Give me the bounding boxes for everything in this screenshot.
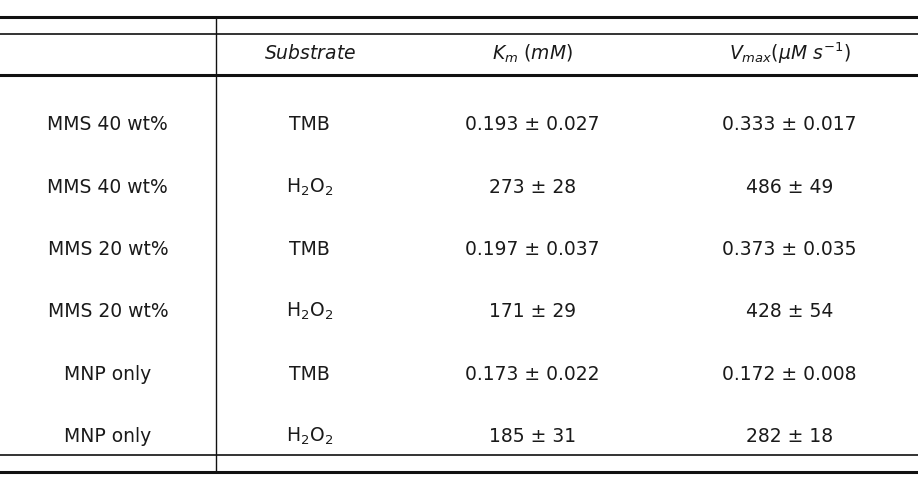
Text: MMS 40 wt%: MMS 40 wt%: [48, 178, 168, 197]
Text: 0.197 ± 0.037: 0.197 ± 0.037: [465, 240, 599, 260]
Text: MMS 40 wt%: MMS 40 wt%: [48, 114, 168, 134]
Text: MMS 20 wt%: MMS 20 wt%: [48, 302, 168, 321]
Text: $\mathit{V}_{max}\mathit{(\mu M\ s^{-1})}$: $\mathit{V}_{max}\mathit{(\mu M\ s^{-1})…: [729, 41, 850, 66]
Text: 0.193 ± 0.027: 0.193 ± 0.027: [465, 114, 599, 134]
Text: 171 ± 29: 171 ± 29: [489, 302, 576, 321]
Text: TMB: TMB: [289, 364, 330, 384]
Text: 486 ± 49: 486 ± 49: [745, 178, 834, 197]
Text: 0.333 ± 0.017: 0.333 ± 0.017: [722, 114, 856, 134]
Text: 185 ± 31: 185 ± 31: [489, 427, 576, 446]
Text: MNP only: MNP only: [64, 427, 151, 446]
Text: MMS 20 wt%: MMS 20 wt%: [48, 240, 168, 260]
Text: 0.373 ± 0.035: 0.373 ± 0.035: [722, 240, 856, 260]
Text: 428 ± 54: 428 ± 54: [745, 302, 834, 321]
Text: 273 ± 28: 273 ± 28: [489, 178, 576, 197]
Text: H$_2$O$_2$: H$_2$O$_2$: [286, 177, 333, 198]
Text: TMB: TMB: [289, 114, 330, 134]
Text: $\mathit{K}_{m}$ $\mathit{(mM)}$: $\mathit{K}_{m}$ $\mathit{(mM)}$: [492, 42, 573, 65]
Text: 282 ± 18: 282 ± 18: [746, 427, 833, 446]
Text: 0.173 ± 0.022: 0.173 ± 0.022: [465, 364, 599, 384]
Text: $\mathit{Substrate}$: $\mathit{Substrate}$: [263, 44, 356, 63]
Text: H$_2$O$_2$: H$_2$O$_2$: [286, 426, 333, 447]
Text: H$_2$O$_2$: H$_2$O$_2$: [286, 301, 333, 322]
Text: TMB: TMB: [289, 240, 330, 260]
Text: 0.172 ± 0.008: 0.172 ± 0.008: [722, 364, 856, 384]
Text: MNP only: MNP only: [64, 364, 151, 384]
